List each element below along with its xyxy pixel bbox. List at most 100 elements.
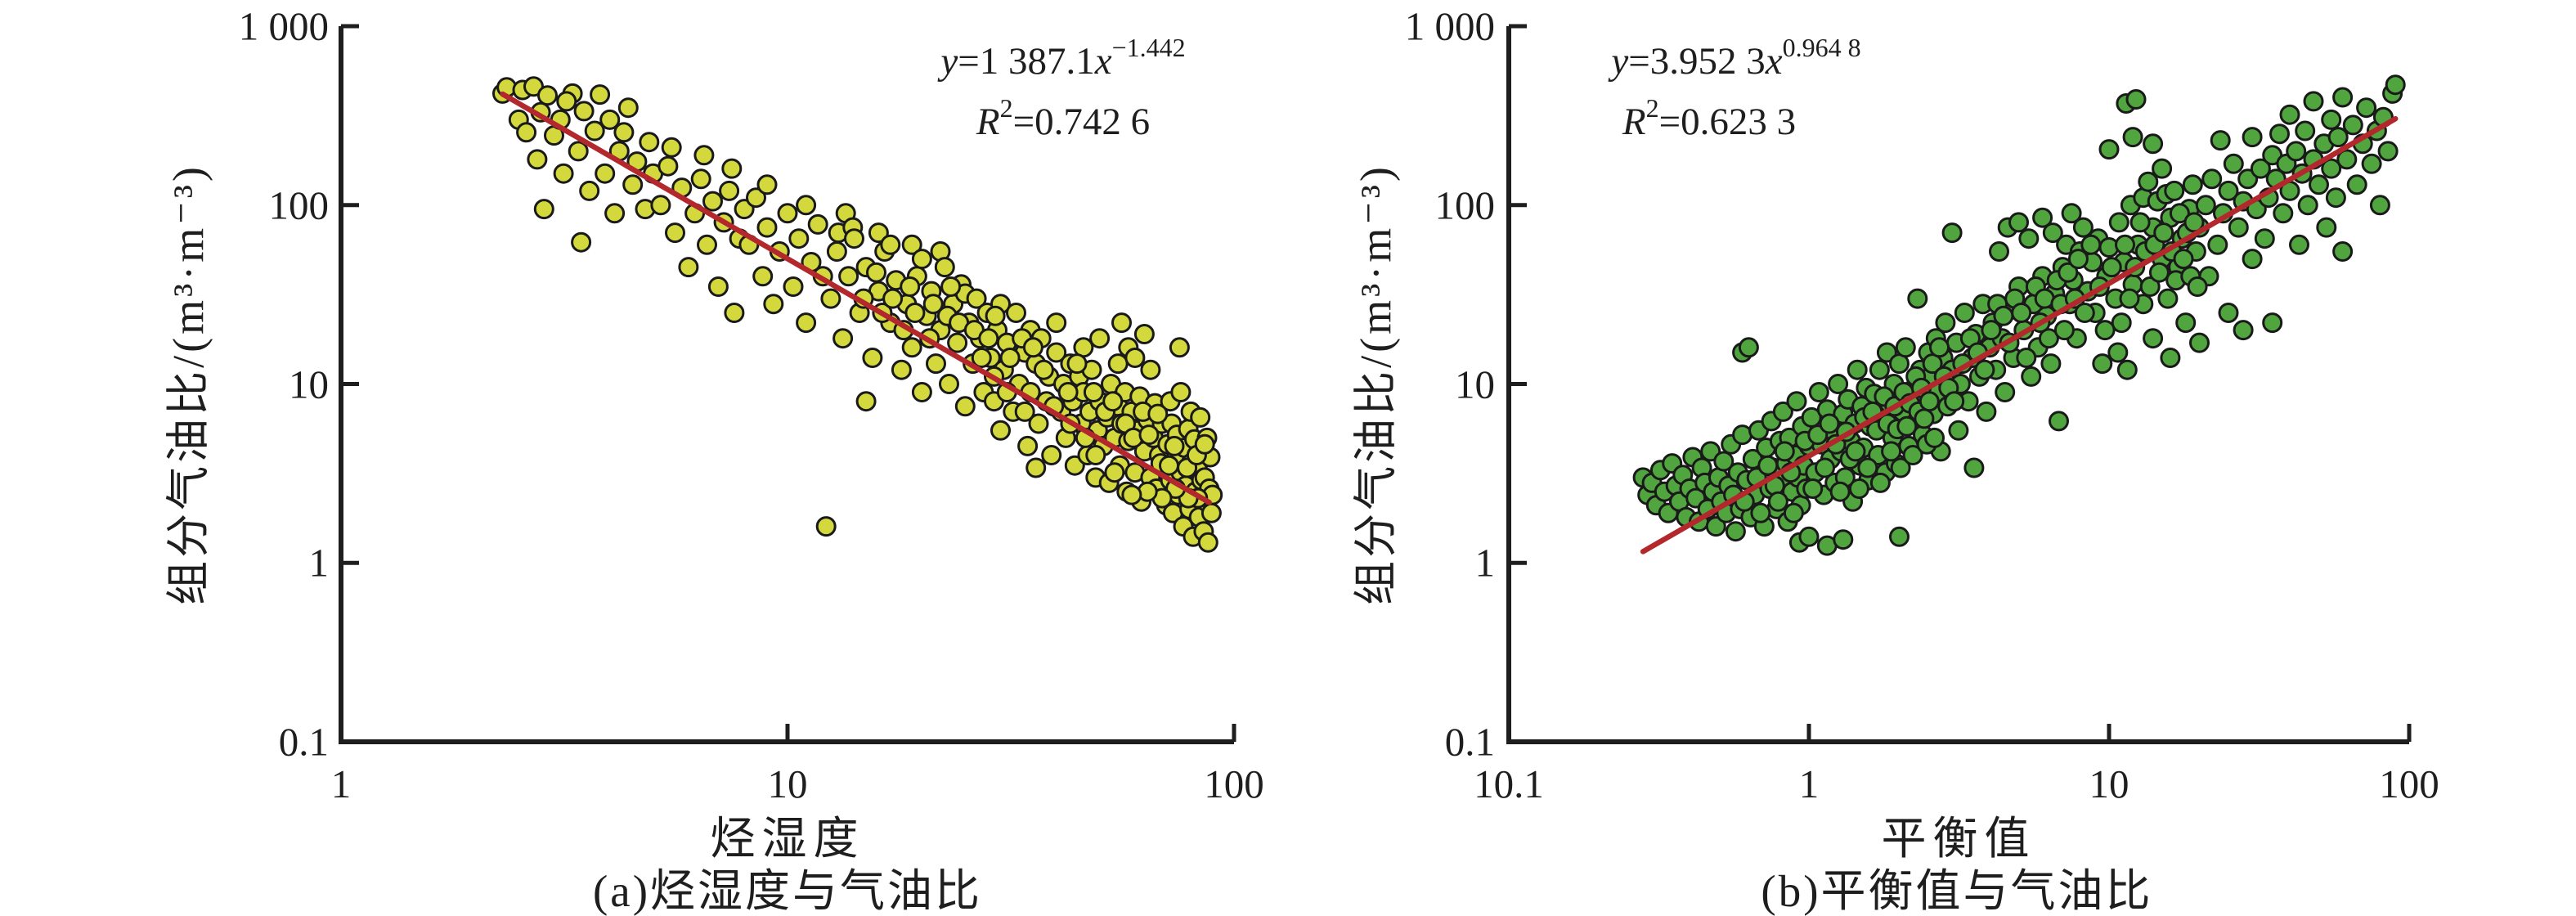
data-point — [901, 234, 922, 255]
data-point — [2242, 249, 2263, 270]
data-point — [719, 180, 740, 201]
data-point — [537, 85, 558, 106]
data-point — [2160, 348, 2181, 368]
data-point — [922, 294, 944, 315]
equation-y: y — [940, 40, 958, 83]
data-point — [1976, 401, 1997, 422]
data-point — [1190, 406, 1211, 428]
data-point — [1944, 391, 1965, 412]
data-point — [815, 516, 837, 537]
data-point — [2195, 195, 2216, 216]
data-point — [613, 122, 635, 143]
data-point — [2289, 234, 2309, 255]
data-point — [2032, 207, 2053, 228]
data-point — [1102, 391, 1124, 412]
data-point — [1033, 359, 1054, 380]
data-point — [788, 228, 810, 249]
data-point — [901, 337, 922, 358]
data-point — [2325, 187, 2346, 209]
data-point — [826, 241, 847, 262]
data-point — [2175, 312, 2197, 334]
chart-b-plot-area — [1506, 24, 2412, 744]
data-point — [2250, 158, 2271, 179]
data-point — [1995, 382, 2016, 402]
r-value: =0.623 3 — [1658, 101, 1797, 143]
data-point — [2309, 174, 2329, 195]
data-point — [2122, 127, 2143, 148]
data-point — [2152, 158, 2173, 179]
trend-line — [500, 91, 1212, 505]
data-point — [2286, 141, 2307, 162]
data-point — [2356, 97, 2377, 119]
data-point — [1089, 328, 1111, 349]
data-point — [721, 158, 743, 179]
data-point — [2125, 89, 2147, 110]
data-point — [2058, 262, 2079, 283]
data-point — [1138, 424, 1160, 446]
data-point — [1929, 337, 1950, 358]
data-point — [2327, 127, 2349, 148]
data-point — [2143, 328, 2164, 349]
data-point — [2008, 212, 2029, 233]
data-point — [1022, 337, 1043, 358]
chart-a-plot-area — [339, 24, 1236, 744]
data-point — [2332, 241, 2354, 262]
y-tick-label: 1 000 — [1404, 3, 1495, 49]
chart-a-r-squared: R2=0.742 6 — [976, 93, 1150, 144]
y-tick-label: 100 — [1434, 182, 1496, 228]
y-tick-label: 1 — [308, 540, 330, 586]
data-point — [2183, 212, 2205, 233]
trend-line — [1640, 115, 2399, 555]
data-point — [796, 195, 817, 216]
data-point — [2385, 74, 2406, 96]
y-tick-label: 10 — [289, 361, 329, 406]
data-point — [1902, 445, 1923, 465]
data-point — [1197, 532, 1218, 553]
data-point — [2332, 87, 2354, 108]
data-point — [1104, 462, 1125, 483]
data-point — [678, 257, 699, 278]
data-point — [661, 137, 682, 158]
data-point — [639, 132, 660, 153]
data-point — [2053, 320, 2075, 341]
data-point — [2279, 104, 2300, 125]
data-point — [556, 91, 577, 112]
data-point — [1881, 441, 1902, 462]
data-point — [2342, 114, 2363, 136]
data-point — [978, 328, 999, 349]
data-point — [880, 234, 901, 255]
equation-coefficient: =3.952 3 — [1628, 40, 1766, 83]
data-point — [1828, 374, 1849, 394]
data-point — [1974, 359, 1995, 380]
data-point — [622, 174, 644, 195]
data-point — [2316, 217, 2337, 238]
data-point — [1935, 312, 1956, 334]
data-point — [1847, 359, 1868, 380]
data-point — [2377, 141, 2399, 162]
data-point — [1924, 427, 1945, 448]
data-point — [650, 195, 671, 216]
data-point — [2072, 217, 2094, 238]
data-point — [2101, 257, 2122, 278]
data-point — [2189, 332, 2210, 353]
data-point — [573, 101, 595, 122]
data-point — [1798, 526, 1820, 547]
data-point — [2143, 133, 2164, 155]
data-point — [1085, 445, 1106, 465]
r-symbol: R — [976, 101, 1000, 143]
chart-b-x-axis-label: 平衡值 — [1881, 814, 2036, 864]
data-point — [617, 97, 639, 119]
data-point — [934, 257, 955, 278]
data-point — [697, 234, 717, 255]
data-point — [1919, 391, 1940, 412]
data-point — [796, 312, 817, 334]
data-point — [2182, 174, 2203, 195]
data-point — [2157, 288, 2179, 309]
y-tick-label: 0.1 — [1444, 719, 1495, 765]
data-point — [2269, 123, 2290, 145]
data-point — [2369, 195, 2390, 216]
data-point — [939, 374, 959, 394]
data-point — [604, 203, 626, 224]
data-point — [2164, 180, 2185, 201]
